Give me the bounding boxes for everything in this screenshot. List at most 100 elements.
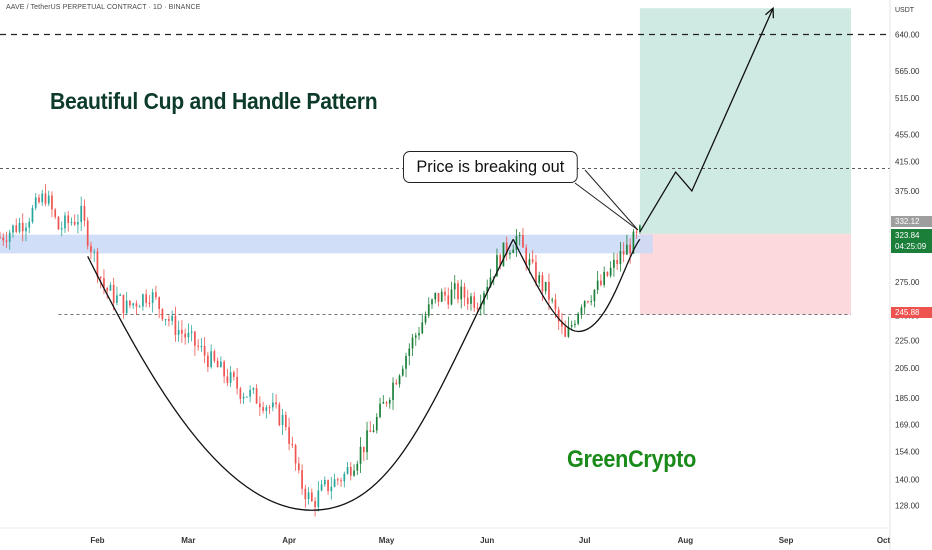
candle-body [375, 416, 378, 431]
breakout-callout: Price is breaking out [403, 151, 578, 183]
time-tick-label: Oct [877, 536, 891, 545]
candle-body [307, 492, 310, 500]
candle-body [554, 299, 557, 310]
candle-body [473, 296, 476, 308]
candle-body [34, 197, 37, 208]
time-tick-label: Sep [779, 536, 794, 545]
candle-body [12, 225, 14, 233]
time-tick-label: May [379, 536, 395, 545]
candle-body [577, 313, 580, 324]
candle-body [580, 307, 583, 314]
candle-body [567, 326, 570, 337]
candle-body [197, 345, 199, 347]
candle-body [561, 321, 563, 327]
candle-body [447, 295, 450, 305]
candle-body [535, 261, 537, 283]
candle-body [538, 275, 541, 283]
candle-body [246, 396, 248, 398]
candle-body [616, 259, 619, 265]
candle-body [424, 315, 427, 323]
candle-body [142, 294, 144, 307]
candle-body [421, 322, 424, 334]
candle-body [626, 244, 628, 255]
candle-body [505, 242, 508, 255]
candle-body [522, 235, 524, 248]
candle-body [379, 403, 381, 417]
price-tick-label: 415.00 [895, 157, 920, 166]
stop-price-badge: 245.88 [891, 307, 932, 318]
candle-body [38, 197, 40, 203]
candle-body [418, 333, 420, 336]
candle-body [2, 237, 5, 241]
time-tick-label: Jun [480, 536, 494, 545]
candle-body [229, 372, 232, 383]
candle-body [486, 286, 489, 294]
price-tick-label: 185.00 [895, 394, 920, 403]
candle-body [67, 215, 70, 223]
candle-body [177, 329, 180, 335]
candle-body [564, 326, 567, 337]
candle-body [541, 275, 544, 292]
trade-zones [0, 8, 852, 315]
candle-body [278, 404, 281, 426]
candle-body [80, 205, 83, 222]
candle-body [434, 292, 437, 300]
candle-body [632, 231, 635, 254]
candle-body [463, 286, 466, 298]
candle-body [151, 292, 154, 303]
candle-body [346, 466, 349, 474]
candle-body [356, 463, 359, 471]
candle-body [340, 480, 342, 482]
candle-body [119, 294, 122, 296]
candle-body [252, 388, 255, 390]
candle-body [606, 271, 609, 276]
candle-body [168, 319, 170, 321]
candle-body [401, 368, 404, 376]
candle-body [476, 307, 479, 309]
time-tick-label: Feb [90, 536, 104, 545]
candle-body [294, 445, 297, 464]
candle-body [90, 245, 92, 253]
candle-body [427, 304, 430, 316]
candle-body [453, 283, 456, 290]
candle-body [613, 259, 615, 268]
candle-body [509, 252, 511, 255]
candle-body [369, 430, 372, 432]
candle-body [112, 284, 115, 303]
time-tick-label: Jul [579, 536, 591, 545]
candle-body [18, 222, 21, 232]
candle-body [54, 209, 57, 217]
candle-body [129, 300, 131, 306]
candle-body [93, 251, 96, 253]
candle-body [362, 446, 365, 453]
candle-body [460, 286, 463, 300]
candle-body [330, 486, 333, 492]
candle-body [8, 232, 11, 242]
time-tick-label: Mar [181, 536, 195, 545]
candle-body [525, 247, 528, 266]
candle-body [310, 492, 313, 502]
candle-body [320, 484, 323, 491]
candle-body [41, 193, 44, 203]
candle-body [226, 376, 229, 383]
candle-body [574, 323, 576, 326]
candle-body [21, 222, 24, 232]
candle-body [171, 315, 174, 321]
price-unit-label[interactable]: USDT [895, 7, 915, 14]
price-tick-label: 375.00 [895, 187, 920, 196]
candle-body [531, 259, 534, 262]
price-tick-label: 140.00 [895, 475, 920, 484]
price-tick-label: 455.00 [895, 130, 920, 139]
candle-body [242, 396, 245, 399]
candle-body [288, 427, 290, 444]
cup-handle-curve [87, 169, 641, 511]
candle-body [596, 280, 599, 290]
candle-body [161, 308, 164, 320]
candle-body [528, 259, 531, 266]
price-tick-label: 640.00 [895, 30, 920, 39]
candle-body [138, 306, 141, 308]
candle-body [259, 403, 261, 408]
candle-countdown: 04:25:09 [895, 242, 927, 251]
